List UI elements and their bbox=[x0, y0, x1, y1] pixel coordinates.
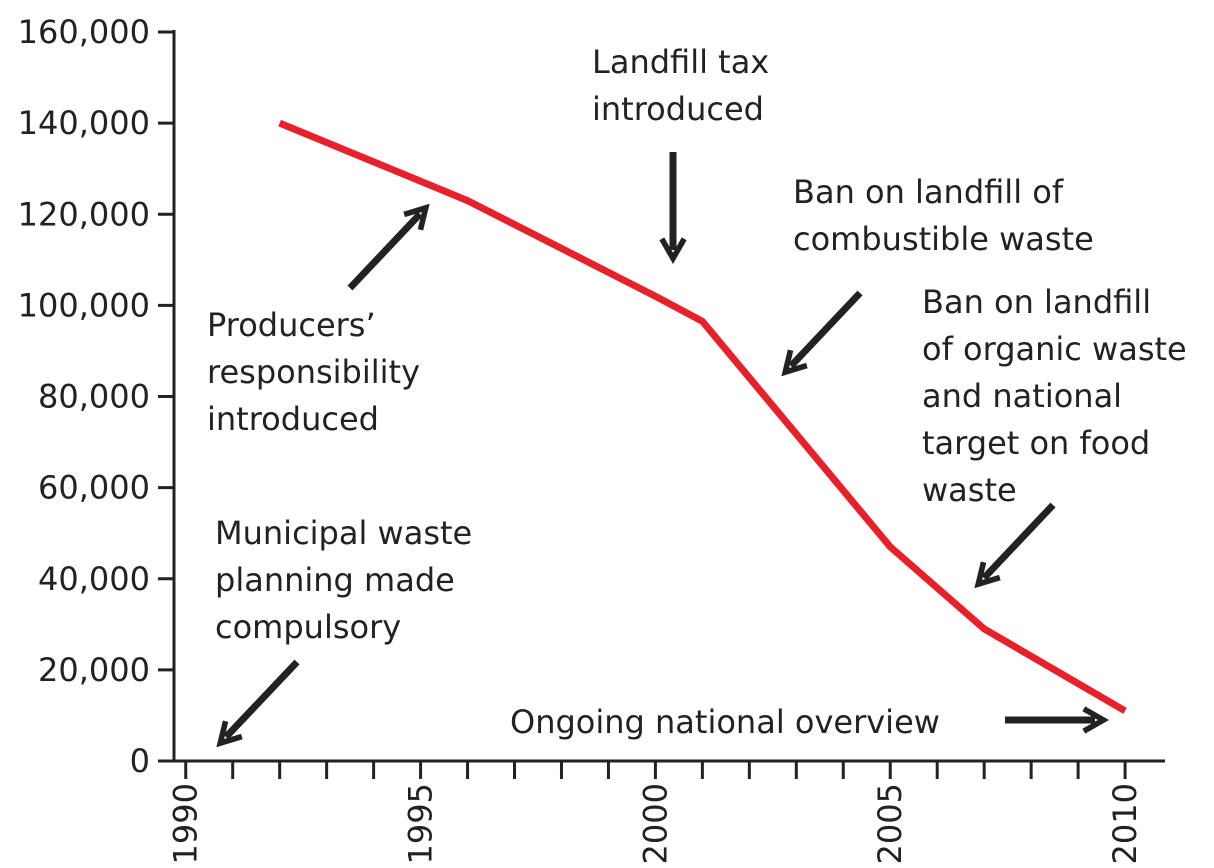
arrow bbox=[216, 659, 300, 748]
arrow bbox=[974, 502, 1056, 589]
y-tick-label: 60,000 bbox=[38, 469, 150, 507]
annotation-line: Ongoing national overview bbox=[510, 703, 940, 741]
annotation: Municipal waste planning made compulsory bbox=[215, 514, 472, 646]
y-tick-label: 20,000 bbox=[38, 651, 150, 689]
annotation: Ban on landfill of combustible waste bbox=[793, 173, 1094, 258]
y-tick-label: 80,000 bbox=[38, 378, 150, 416]
annotation-line: and national bbox=[922, 377, 1122, 415]
y-tick-label: 140,000 bbox=[18, 104, 150, 142]
y-tick-label: 40,000 bbox=[38, 560, 150, 598]
x-tick-label: 2005 bbox=[871, 783, 909, 864]
annotation-line: Producers’ bbox=[207, 306, 376, 344]
y-tick-label: 100,000 bbox=[18, 286, 150, 324]
annotation-line: combustible waste bbox=[793, 220, 1094, 258]
y-tick-label: 0 bbox=[130, 742, 150, 780]
annotation: Landfill tax introduced bbox=[592, 43, 769, 128]
annotation-line: Municipal waste bbox=[215, 514, 472, 552]
annotation-line: introduced bbox=[592, 90, 764, 128]
data-line bbox=[278, 119, 1127, 714]
arrow bbox=[781, 290, 863, 377]
annotation-line: planning made bbox=[215, 561, 455, 599]
annotation: Ongoing national overview bbox=[510, 703, 940, 741]
x-tick-label: 2010 bbox=[1106, 783, 1144, 864]
annotation-line: responsibility bbox=[207, 353, 420, 391]
annotation-line: target on food bbox=[922, 424, 1150, 462]
x-tick-label: 1995 bbox=[402, 783, 440, 864]
x-tick-label: 2000 bbox=[636, 783, 674, 864]
annotation: Ban on landfill of organic waste and natio… bbox=[922, 283, 1187, 509]
annotation-line: waste bbox=[922, 471, 1017, 509]
annotation-arrows bbox=[216, 152, 1110, 748]
annotation-line: introduced bbox=[207, 400, 379, 438]
x-tick-label: 1990 bbox=[167, 783, 205, 864]
y-tick-label: 120,000 bbox=[18, 195, 150, 233]
annotation: Producers’ responsibility introduced bbox=[207, 306, 420, 438]
annotation-line: Ban on landfill bbox=[922, 283, 1151, 321]
annotation-line: Ban on landfill of bbox=[793, 173, 1064, 211]
arrow bbox=[347, 203, 430, 291]
annotation-line: of organic waste bbox=[922, 330, 1187, 368]
y-tick-label: 160,000 bbox=[18, 13, 150, 51]
annotation-line: compulsory bbox=[215, 608, 401, 646]
annotation-line: Landfill tax bbox=[592, 43, 769, 81]
